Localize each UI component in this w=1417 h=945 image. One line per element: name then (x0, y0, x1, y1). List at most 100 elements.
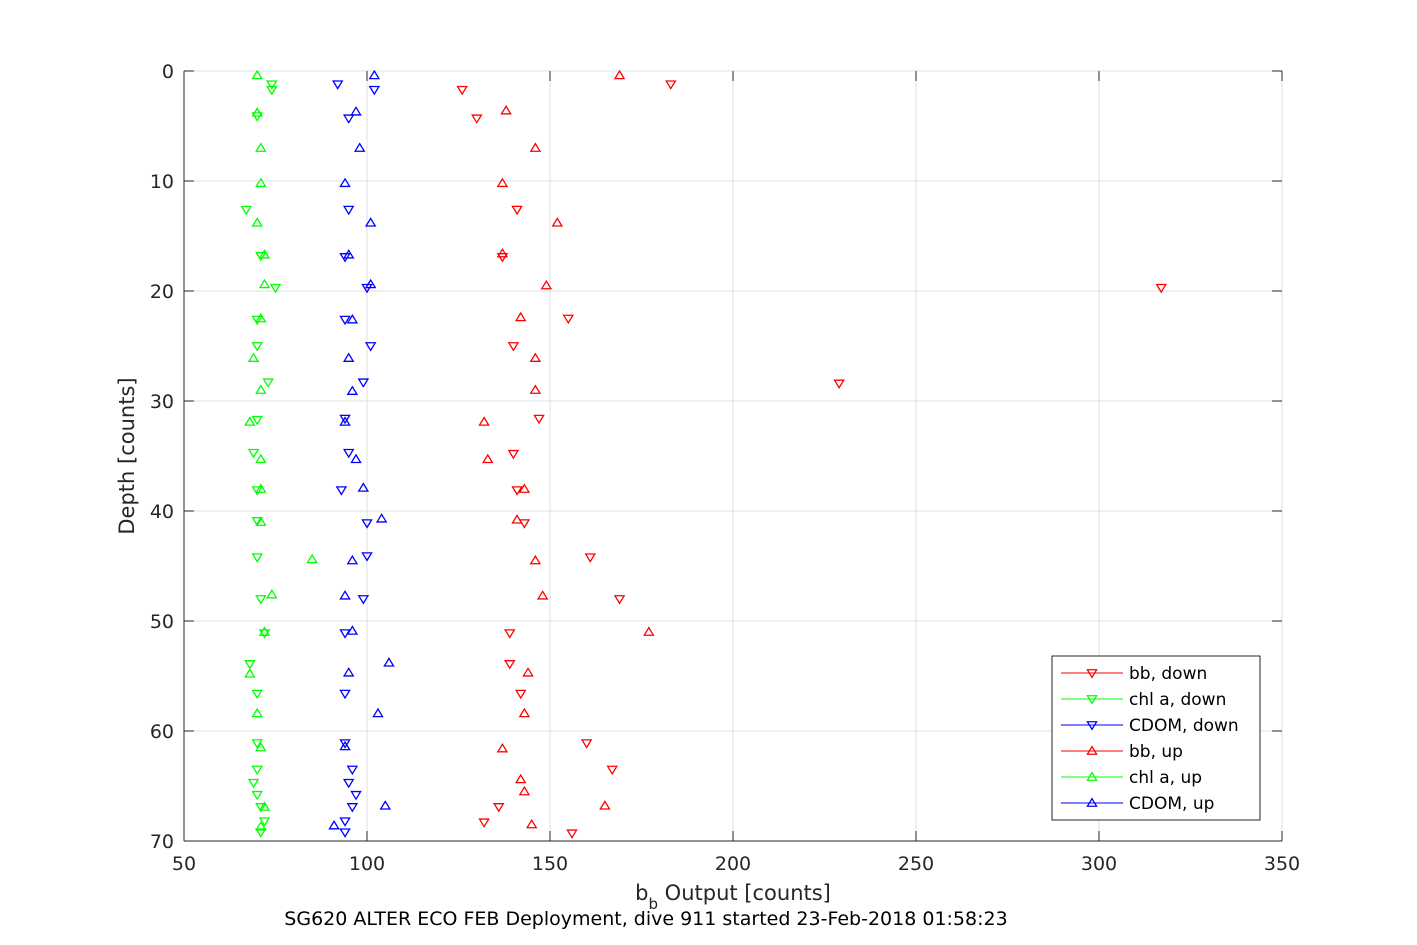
legend-marker-bb-up (1086, 745, 1098, 755)
marker-cdom-down (339, 414, 351, 425)
marker-cdom-up (350, 453, 362, 464)
x-tick-label: 250 (898, 853, 934, 875)
marker-cdom-up (375, 513, 388, 523)
x-tick-label: 50 (172, 853, 196, 875)
marker-cdom-up (368, 69, 381, 80)
marker-bb-up (482, 453, 494, 464)
marker-bb-up (478, 416, 490, 426)
marker-cdom-down (350, 790, 362, 801)
marker-chl-a-up (255, 516, 267, 526)
marker-chl-a-down (251, 689, 263, 700)
marker-cdom-down (342, 778, 355, 789)
marker-cdom-up (364, 217, 377, 227)
marker-cdom-up (339, 177, 351, 188)
marker-cdom-down (342, 448, 355, 459)
x-tick-label: 100 (349, 853, 385, 875)
marker-chl-a-up (251, 217, 263, 227)
marker-bb-down (471, 114, 483, 124)
marker-bb-down (584, 553, 597, 563)
marker-cdom-down (361, 519, 373, 529)
x-tick-label: 150 (532, 853, 568, 875)
marker-cdom-down (339, 817, 351, 827)
marker-bb-up (551, 217, 564, 227)
marker-chl-a-down (266, 80, 278, 90)
marker-chl-a-down (258, 629, 271, 639)
marker-chl-a-up (255, 312, 267, 323)
marker-cdom-down (339, 828, 351, 838)
tick-labels: 50 100 150 200 250 300 350 0 10 20 30 40 50 60 70 (150, 61, 1300, 875)
marker-chl-a-down (251, 315, 263, 326)
marker-chl-a-up (258, 249, 271, 259)
marker-bb-down (606, 765, 618, 776)
marker-cdom-up (339, 590, 351, 600)
marker-cdom-up (350, 106, 362, 116)
marker-bb-down (514, 689, 527, 700)
marker-bb-down (478, 818, 490, 828)
legend: bb, down chl a, down CDOM, down bb, up chl a… (1051, 655, 1261, 821)
marker-bb-up (511, 514, 523, 524)
marker-chl-a-up (255, 177, 267, 188)
marker-cdom-down (361, 283, 373, 294)
marker-cdom-up (372, 707, 384, 718)
marker-bb-up (613, 69, 626, 80)
marker-chl-a-up (258, 626, 271, 636)
marker-chl-a-up (266, 588, 278, 599)
marker-cdom-up (357, 482, 370, 492)
marker-cdom-up (346, 625, 359, 635)
marker-chl-a-down (255, 595, 267, 605)
x-axis-title-subscript: b (648, 895, 658, 913)
marker-bb-up (525, 818, 538, 829)
marker-chl-a-up (255, 142, 267, 152)
marker-bb-up (540, 279, 553, 290)
marker-chl-a-up (255, 453, 267, 464)
marker-bb-down (518, 519, 531, 529)
marker-cdom-up (379, 800, 392, 810)
marker-bb-up (500, 104, 512, 115)
x-tick-label: 350 (1264, 853, 1300, 875)
marker-bb-down (456, 85, 468, 96)
marker-bb-down (503, 629, 516, 639)
marker-bb-down (833, 379, 845, 390)
marker-chl-a-up (251, 69, 263, 80)
marker-bb-up (518, 483, 531, 493)
marker-bb-up (496, 177, 509, 188)
marker-chl-a-up (247, 352, 260, 362)
marker-cdom-down (331, 80, 344, 90)
marker-chl-a-down (251, 790, 263, 801)
legend-label-bb-up: bb, up (1129, 742, 1183, 762)
marker-cdom-up (328, 819, 340, 830)
marker-chl-a-down (251, 486, 263, 496)
marker-cdom-down (364, 342, 377, 352)
marker-bb-up (518, 785, 531, 796)
marker-chl-a-down (269, 283, 282, 294)
y-tick-label: 10 (150, 171, 174, 193)
marker-chl-a-up (255, 741, 267, 752)
marker-bb-down (511, 205, 523, 216)
y-tick-label: 60 (150, 721, 174, 743)
marker-chl-a-down (255, 803, 267, 813)
marker-bb-down (1155, 283, 1167, 294)
marker-chl-a-up (258, 801, 271, 811)
legend-label-bb-down: bb, down (1129, 664, 1207, 684)
marker-bb-up (529, 352, 542, 362)
marker-bb-down (533, 414, 545, 425)
marker-chl-a-down (247, 448, 260, 459)
marker-chl-a-up (244, 668, 256, 678)
marker-cdom-up (346, 385, 359, 395)
marker-bb-down (562, 314, 575, 325)
x-tick-label: 200 (715, 853, 751, 875)
marker-bb-down (665, 80, 677, 90)
marker-bb-up (514, 311, 527, 322)
marker-chl-a-down (251, 553, 263, 563)
marker-bb-up (529, 384, 542, 394)
marker-bb-up (522, 667, 534, 677)
marker-bb-up (514, 773, 527, 784)
marker-chl-a-down (244, 660, 256, 670)
marker-cdom-up (342, 249, 355, 259)
marker-bb-up (529, 142, 542, 152)
marker-bb-up (518, 707, 531, 718)
chart-subtitle: SG620 ALTER ECO FEB Deployment, dive 911… (284, 908, 1007, 930)
marker-cdom-down (335, 486, 348, 496)
marker-chl-a-up (306, 553, 318, 564)
